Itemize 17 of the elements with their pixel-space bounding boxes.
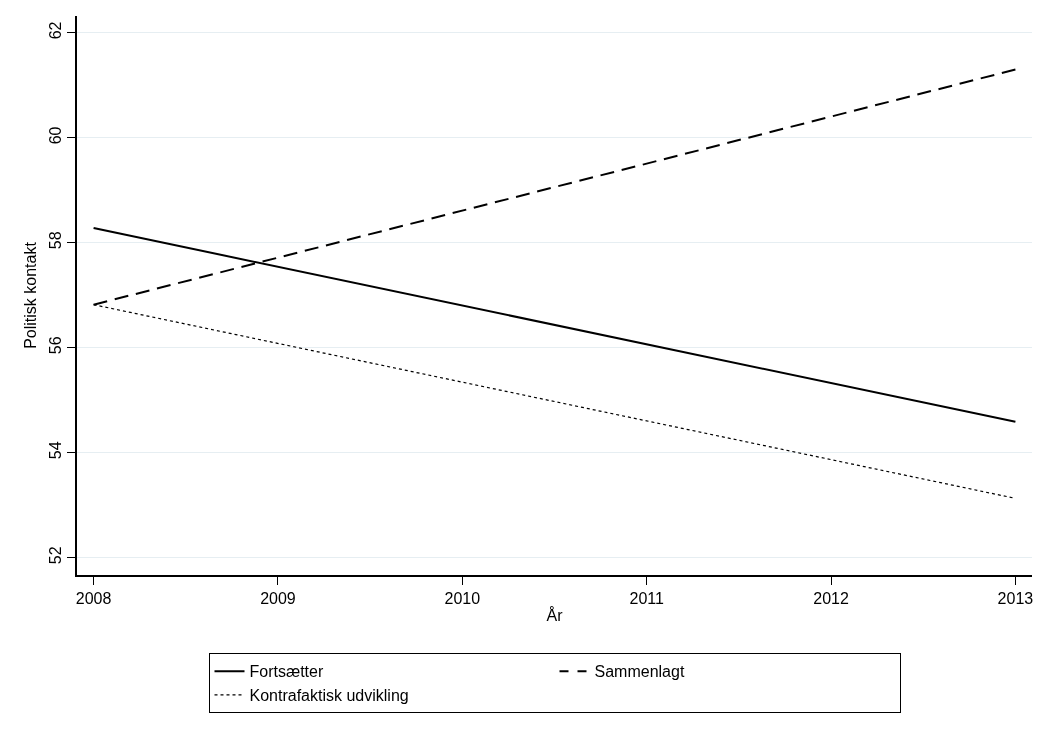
x-tick-label: 2008 [75, 589, 112, 607]
x-axis-title: År [546, 606, 564, 625]
y-tick-label: 60 [46, 126, 64, 145]
x-tick-label: 2013 [997, 589, 1034, 607]
legend-label: Sammenlagt [594, 663, 685, 681]
x-tick-label: 2009 [260, 589, 296, 607]
y-tick-label: 54 [46, 441, 64, 460]
x-tick-label: 2012 [813, 589, 849, 607]
y-tick-label: 62 [46, 21, 64, 40]
y-tick-label: 52 [46, 546, 64, 565]
legend-label: Fortsætter [249, 663, 324, 681]
y-axis-title: Politisk kontakt [22, 241, 40, 349]
y-tick-label: 56 [46, 336, 64, 355]
x-tick-label: 2010 [444, 589, 481, 607]
y-tick-label: 58 [46, 231, 64, 250]
x-tick-label: 2011 [629, 589, 664, 607]
legend-label: Kontrafaktisk udvikling [249, 687, 409, 705]
